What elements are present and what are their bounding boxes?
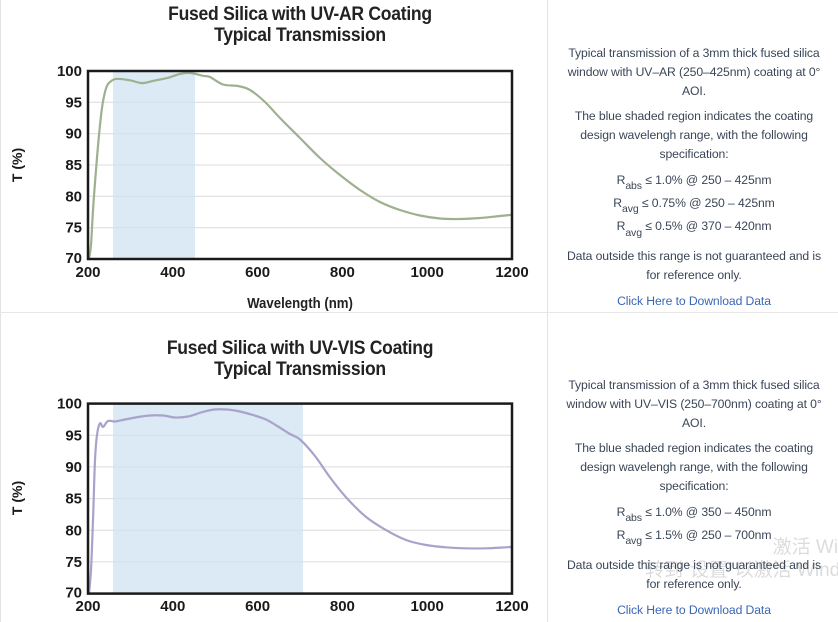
svg-text:100: 100: [57, 396, 82, 413]
svg-text:1200: 1200: [495, 264, 528, 281]
svg-text:400: 400: [160, 264, 185, 281]
svg-text:95: 95: [65, 94, 82, 111]
svg-text:75: 75: [65, 554, 82, 571]
svg-text:400: 400: [160, 598, 185, 615]
svg-text:1200: 1200: [495, 598, 528, 615]
svg-text:200: 200: [75, 264, 100, 281]
svg-text:90: 90: [65, 459, 82, 476]
svg-text:95: 95: [65, 427, 82, 444]
svg-text:600: 600: [245, 598, 270, 615]
svg-text:80: 80: [65, 522, 82, 539]
svg-text:85: 85: [65, 157, 82, 174]
svg-text:600: 600: [245, 264, 270, 281]
svg-text:100: 100: [57, 63, 82, 80]
svg-text:800: 800: [330, 264, 355, 281]
svg-text:1000: 1000: [411, 264, 444, 281]
svg-text:T (%): T (%): [9, 148, 25, 182]
svg-text:85: 85: [65, 491, 82, 508]
svg-text:T (%): T (%): [9, 481, 25, 515]
svg-text:800: 800: [330, 598, 355, 615]
svg-text:200: 200: [75, 598, 100, 615]
svg-text:75: 75: [65, 220, 82, 237]
svg-text:1000: 1000: [411, 598, 444, 615]
svg-text:90: 90: [65, 126, 82, 143]
svg-text:80: 80: [65, 188, 82, 205]
